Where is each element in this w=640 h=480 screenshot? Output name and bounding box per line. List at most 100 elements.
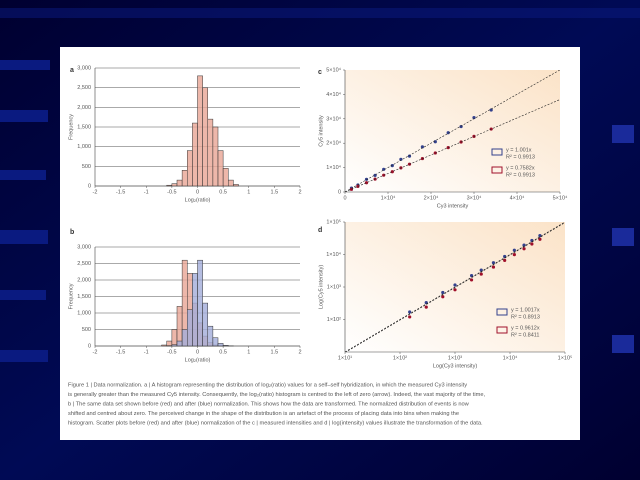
x-tick-label: 1.5 <box>271 189 279 195</box>
y-axis-label: Cy5 intensity <box>318 115 324 147</box>
scatter-point <box>399 157 403 161</box>
histogram-bar <box>161 344 167 347</box>
caption-line: Figure 1 | Data normalization. a | A his… <box>68 383 467 389</box>
scatter-point <box>469 278 474 282</box>
histogram-bar <box>176 306 183 347</box>
histogram-bar <box>207 118 214 187</box>
y-tick-label: 4×10⁴ <box>326 91 341 98</box>
histogram-bar <box>166 340 173 347</box>
histogram-bar <box>176 340 183 347</box>
caption-line: histogram. Scatter plots before (red) an… <box>68 421 483 427</box>
y-axis-label: Log(Cy5 intensity) <box>318 265 324 309</box>
scatter-point <box>349 187 354 191</box>
x-tick-label: 1×10² <box>393 355 407 361</box>
y-tick-label: 1×10⁴ <box>326 164 341 171</box>
histogram-bar <box>202 302 208 347</box>
legend-r2: R² = 0.9913 <box>506 172 535 178</box>
scatter-point <box>512 253 516 257</box>
x-tick-label: 3×10⁴ <box>467 194 482 201</box>
scatter-point <box>503 258 507 262</box>
scatter-point <box>491 261 496 265</box>
caption-line: is generally greater than the measured C… <box>68 392 485 398</box>
legend-r2: R² = 0.8913 <box>511 314 540 320</box>
panel-3: d 1×10² 1×10³ 1×10⁴ 1×10⁵ 1×10¹ 1×10² 1×10³ 1×10… <box>318 218 572 369</box>
panel-label: d <box>318 227 322 234</box>
x-tick-label: 0 <box>196 189 199 195</box>
scatter-point <box>441 290 445 295</box>
x-tick-label: 1×10³ <box>448 355 462 361</box>
histogram-bar <box>181 170 188 187</box>
legend-swatch <box>496 326 508 334</box>
scatter-point <box>491 265 496 269</box>
histogram-bar <box>192 122 198 187</box>
x-tick-label: -1 <box>144 189 149 195</box>
histogram-bar <box>171 329 178 347</box>
x-tick-label: -0.5 <box>167 189 176 195</box>
x-tick-label: 4×10⁴ <box>510 194 525 201</box>
scatter-point <box>441 295 445 299</box>
y-tick-label: 2,500 <box>77 85 91 91</box>
histogram-bar <box>202 87 208 187</box>
panel-label: a <box>70 67 74 74</box>
decor-stripes <box>0 8 640 362</box>
y-tick-label: 500 <box>82 164 91 170</box>
x-axis-label: Log(Cy3 intensity) <box>433 363 477 369</box>
y-axis-label: Frequency <box>68 114 74 140</box>
panel-2: c 0 1×10⁴ 2×10⁴ 3×10⁴ 4×10⁴ 5×10⁴ 0 1×10⁴ 2×10⁴ 3×… <box>318 66 568 209</box>
histogram-bar <box>233 184 239 187</box>
legend-r2: R² = 0.9913 <box>506 154 535 160</box>
y-tick-label: 1,000 <box>77 144 91 150</box>
y-tick-label: 3,000 <box>77 244 91 250</box>
histogram-bar <box>222 345 229 347</box>
x-tick-label: 0 <box>196 349 199 355</box>
y-tick-label: 1×10³ <box>327 284 341 290</box>
x-tick-label: 1.5 <box>271 349 279 355</box>
histogram-bar <box>187 309 193 347</box>
y-tick-label: 2,000 <box>77 105 91 111</box>
histogram-bar <box>212 126 219 187</box>
y-tick-label: 1×10² <box>327 317 341 323</box>
histogram-bar <box>171 183 178 187</box>
legend-label: y = 1.001x <box>506 147 532 153</box>
x-tick-label: 0.5 <box>219 189 227 195</box>
scatter-point <box>453 288 457 292</box>
y-axis-label: Frequency <box>68 283 74 309</box>
panel-0: a 0 500 1,000 1,500 2,000 2,500 3,000 -2 -1.5 -1 -0… <box>68 65 301 203</box>
scatter-point <box>408 315 412 319</box>
scatter-point <box>522 243 526 247</box>
histogram-bar <box>228 179 234 187</box>
x-tick-label: 0.5 <box>219 349 227 355</box>
x-tick-label: 2×10⁴ <box>424 194 439 201</box>
x-tick-label: 0 <box>343 195 346 201</box>
x-axis-label: Log₂(ratio) <box>185 357 211 363</box>
x-tick-label: 1×10¹ <box>338 355 352 361</box>
y-tick-label: 500 <box>82 327 91 333</box>
scatter-point <box>538 234 542 238</box>
panel-label: c <box>318 69 322 76</box>
scatter-point <box>407 154 412 158</box>
histogram-bar <box>222 168 229 187</box>
histogram-bar <box>181 329 188 347</box>
scatter-point <box>420 145 424 149</box>
legend-swatch <box>496 308 508 316</box>
x-tick-label: -2 <box>93 189 98 195</box>
y-tick-label: 3,000 <box>77 65 91 71</box>
x-tick-label: 5×10⁴ <box>553 194 568 201</box>
x-tick-label: 1×10⁴ <box>381 194 396 201</box>
scatter-point <box>530 242 534 246</box>
y-tick-label: 3×10⁴ <box>326 115 341 122</box>
histogram-bar <box>212 337 219 347</box>
fit-line <box>345 222 565 352</box>
scatter-point <box>364 177 369 181</box>
y-tick-label: 5×10⁴ <box>326 66 341 73</box>
x-tick-label: -1 <box>144 349 149 355</box>
scatter-point <box>538 237 542 241</box>
y-tick-label: 2×10⁴ <box>326 140 341 147</box>
scatter-point <box>479 272 483 276</box>
legend-label: y = 1.0017x <box>511 307 540 313</box>
histogram-bar <box>197 75 203 187</box>
histogram-bar <box>197 259 203 347</box>
histogram-bar <box>176 179 183 187</box>
fit-line <box>345 99 560 192</box>
